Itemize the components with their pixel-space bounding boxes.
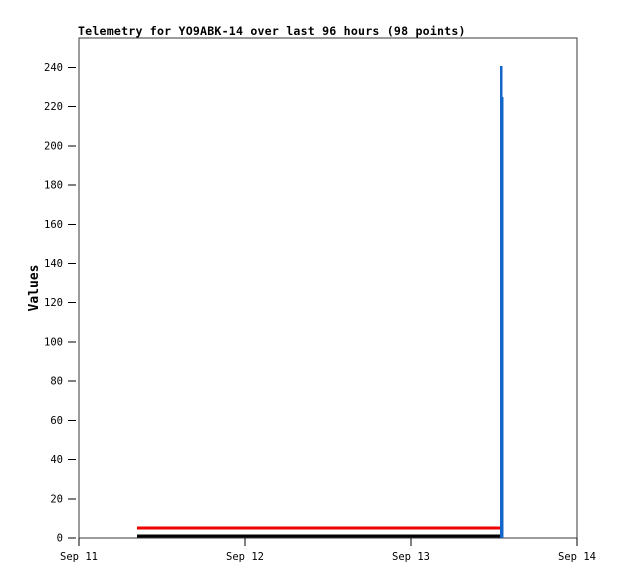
x-tick-label: Sep 11	[60, 551, 98, 563]
y-tick-label: 220	[44, 101, 63, 113]
y-tick-label: 60	[50, 415, 63, 427]
chart-title: Telemetry for YO9ABK-14 over last 96 hou…	[78, 24, 466, 38]
y-tick-label: 100	[44, 336, 63, 348]
y-tick-label: 180	[44, 180, 63, 192]
y-tick-label: 0	[57, 533, 63, 545]
y-tick-label: 120	[44, 297, 63, 309]
y-tick-label: 40	[50, 454, 63, 466]
x-tick-label: Sep 13	[392, 551, 430, 563]
x-tick-label: Sep 14	[558, 551, 596, 563]
plot-frame	[78, 37, 578, 539]
y-tick-label: 80	[50, 376, 63, 388]
y-tick-label: 240	[44, 62, 63, 74]
y-tick-label: 20	[50, 493, 63, 505]
y-tick-label: 200	[44, 140, 63, 152]
y-tick-label: 160	[44, 219, 63, 231]
x-tick-label: Sep 12	[226, 551, 264, 563]
y-tick-label: 140	[44, 258, 63, 270]
